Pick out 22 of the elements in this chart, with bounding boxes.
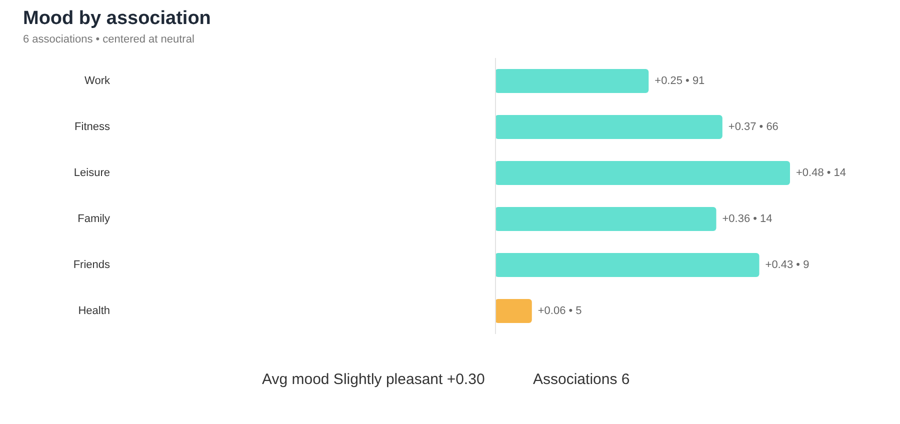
y-tick-label: Family <box>78 213 110 225</box>
bar <box>495 299 532 323</box>
text: Mood by association <box>23 8 211 29</box>
data-label: +0.25 • 91 <box>654 75 705 87</box>
bar <box>495 207 716 231</box>
text: 6 associations • centered at neutral <box>23 34 194 46</box>
data-label: +0.36 • 14 <box>722 213 772 225</box>
data-label: +0.43 • 9 <box>765 259 810 271</box>
data-label: +0.37 • 66 <box>728 121 778 133</box>
data-label: +0.48 • 14 <box>796 167 846 179</box>
text: Avg mood Slightly pleasant +0.30 <box>262 371 485 388</box>
y-tick-label: Friends <box>73 259 110 271</box>
bar <box>495 161 790 185</box>
y-tick-label: Fitness <box>74 121 110 133</box>
bar <box>495 253 760 277</box>
text: Associations 6 <box>533 371 630 388</box>
y-tick-label: Work <box>84 75 110 87</box>
y-tick-label: Health <box>78 305 110 317</box>
data-label: +0.06 • 5 <box>538 305 582 317</box>
y-tick-label: Leisure <box>74 167 110 179</box>
bar <box>495 69 649 93</box>
bar <box>495 115 722 139</box>
